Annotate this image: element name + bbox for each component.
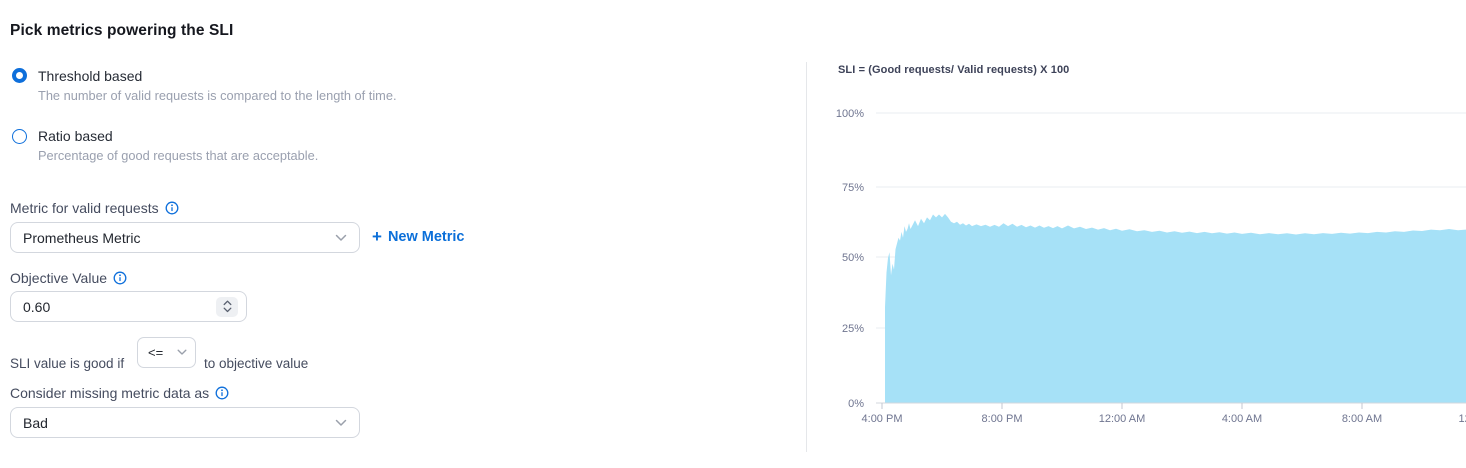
radio-ratio-label[interactable]: Ratio based xyxy=(38,128,113,144)
comparator-suffix: to objective value xyxy=(204,356,309,371)
objective-field-label: Objective Value xyxy=(10,270,127,286)
x-axis-label: 8:00 PM xyxy=(982,413,1023,425)
chevron-down-icon xyxy=(335,419,347,427)
info-icon[interactable] xyxy=(215,386,229,400)
y-axis-label: 100% xyxy=(836,108,864,120)
sli-area-series xyxy=(885,213,1466,403)
radio-threshold-based[interactable] xyxy=(12,68,27,83)
panel-divider xyxy=(806,62,807,452)
metric-select[interactable]: Prometheus Metric xyxy=(10,222,360,253)
metric-field-label: Metric for valid requests xyxy=(10,200,179,216)
plus-icon: + xyxy=(372,227,382,246)
info-icon[interactable] xyxy=(165,201,179,215)
missing-data-field-label: Consider missing metric data as xyxy=(10,385,229,401)
objective-value: 0.60 xyxy=(23,298,51,315)
page-title: Pick metrics powering the SLI xyxy=(10,22,234,39)
new-metric-button[interactable]: + New Metric xyxy=(372,227,465,246)
metric-select-value: Prometheus Metric xyxy=(23,229,141,246)
metric-field-label-text: Metric for valid requests xyxy=(10,200,159,216)
y-axis-label: 50% xyxy=(842,252,864,264)
missing-data-value: Bad xyxy=(23,414,48,431)
objective-value-input[interactable]: 0.60 xyxy=(10,291,247,322)
sli-area-chart: 100% 75% 50% 25% 0% 4:00 PM 8:00 PM 12:00 AM 4:0… xyxy=(836,108,1466,425)
radio-ratio-description: Percentage of good requests that are acc… xyxy=(38,148,319,163)
x-axis-label: 4:00 AM xyxy=(1222,413,1262,425)
x-axis-label: 4:00 PM xyxy=(862,413,903,425)
chevron-down-icon xyxy=(177,349,187,356)
x-axis-label: 12:00 AM xyxy=(1099,413,1145,425)
number-stepper[interactable] xyxy=(216,296,238,317)
x-axis-label: 8:00 AM xyxy=(1342,413,1382,425)
missing-data-select[interactable]: Bad xyxy=(10,407,360,438)
y-axis-label: 0% xyxy=(848,398,864,410)
comparator-value: <= xyxy=(148,345,164,360)
y-axis-label: 75% xyxy=(842,182,864,194)
comparator-select[interactable]: <= xyxy=(137,337,196,368)
x-axis-label: 12:00 PM xyxy=(1458,413,1466,425)
chevron-down-icon xyxy=(223,307,231,313)
chevron-down-icon xyxy=(335,234,347,242)
y-axis-label: 25% xyxy=(842,323,864,335)
info-icon[interactable] xyxy=(113,271,127,285)
radio-threshold-label[interactable]: Threshold based xyxy=(38,68,143,84)
chevron-up-icon xyxy=(223,300,231,306)
objective-field-label-text: Objective Value xyxy=(10,270,108,286)
comparator-prefix: SLI value is good if xyxy=(10,356,125,371)
radio-threshold-description: The number of valid requests is compared… xyxy=(38,88,397,103)
radio-ratio-based[interactable] xyxy=(12,129,27,144)
chart-title: SLI = (Good requests/ Valid requests) X … xyxy=(838,64,1070,76)
missing-data-label-text: Consider missing metric data as xyxy=(10,385,210,401)
sli-preview-chart: SLI = (Good requests/ Valid requests) X … xyxy=(806,50,1466,462)
new-metric-label: New Metric xyxy=(387,229,465,245)
